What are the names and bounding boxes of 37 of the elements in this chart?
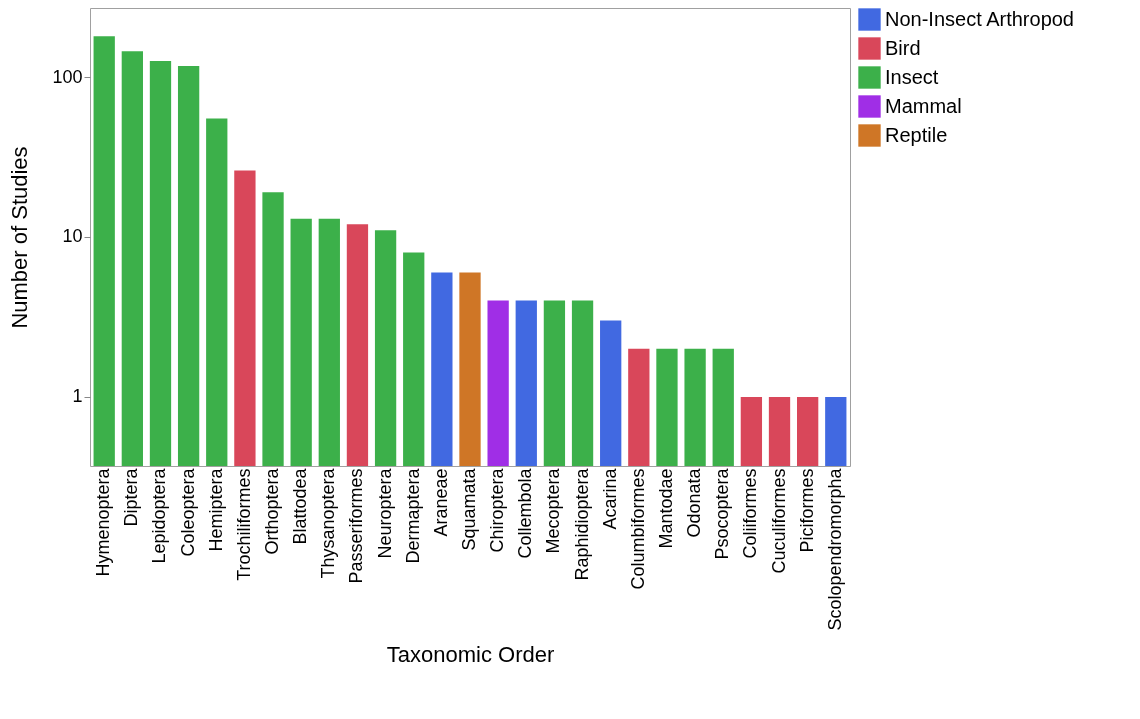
x-tick-label: Hemiptera	[205, 467, 226, 552]
x-tick-label: Blattodea	[290, 467, 311, 545]
x-tick-label: Thysanoptera	[318, 467, 339, 579]
legend-label: Mammal	[885, 94, 962, 117]
x-tick-label: Raphidioptera	[571, 467, 592, 581]
x-tick-label: Coliiformes	[740, 468, 761, 559]
y-tick-label: 100	[52, 66, 83, 87]
x-tick-label: Dermaptera	[402, 467, 423, 564]
legend-label: Reptile	[885, 123, 948, 146]
x-tick-label: Mantodae	[655, 468, 676, 549]
y-axis-title: Number of Studies	[7, 146, 33, 329]
x-tick-label: Araneae	[430, 468, 451, 537]
x-tick-label: Psocoptera	[712, 467, 733, 560]
x-tick-label: Passeriformes	[346, 468, 367, 584]
x-tick-label: Hymenoptera	[93, 467, 114, 577]
x-tick-label: Lepidoptera	[149, 467, 170, 564]
x-tick-label: Neuroptera	[374, 467, 395, 559]
x-tick-label: Cuculiformes	[768, 468, 789, 574]
legend-label: Bird	[885, 36, 921, 59]
y-tick-label: 10	[62, 226, 83, 247]
x-tick-label: Scolopendromorpha	[824, 467, 845, 631]
x-tick-label: Acarina	[599, 467, 620, 530]
x-tick-label: Chiroptera	[487, 467, 508, 553]
legend-label: Non-Insect Arthropod	[885, 7, 1074, 30]
x-tick-label: Collembola	[515, 467, 536, 559]
x-tick-label: Diptera	[121, 467, 142, 527]
x-axis-title: Taxonomic Order	[386, 641, 555, 667]
x-tick-label: Squamata	[459, 467, 479, 551]
x-tick-label: Orthoptera	[262, 467, 283, 555]
x-tick-label: Coleoptera	[177, 467, 198, 557]
x-tick-label: Piciformes	[796, 468, 817, 553]
x-tick-label: Mecoptera	[543, 467, 564, 554]
y-tick-label: 1	[72, 386, 83, 407]
x-tick-label: Trochiliformes	[233, 468, 254, 581]
legend-label: Insect	[885, 65, 939, 88]
x-tick-label: Odonata	[684, 467, 705, 538]
x-tick-label: Columbiformes	[627, 468, 648, 590]
